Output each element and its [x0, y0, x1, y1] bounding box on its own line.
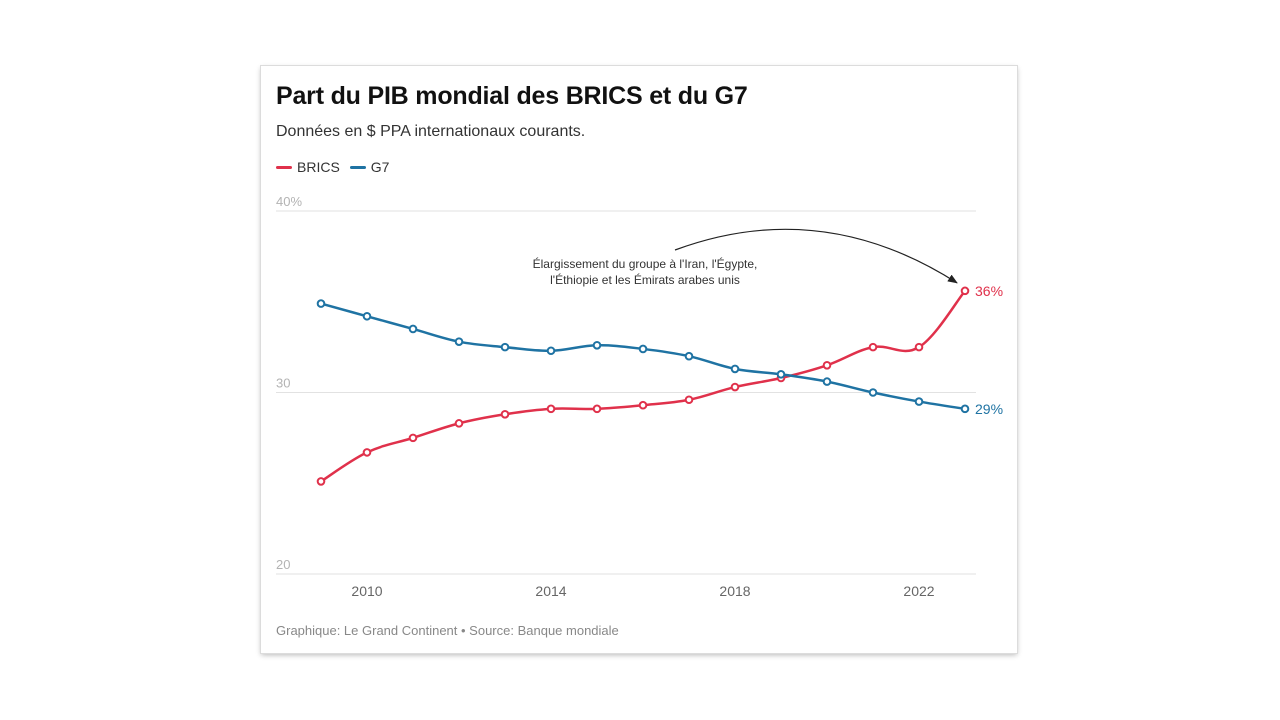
- data-point-g7-2021: [868, 388, 878, 397]
- data-point-g7-2011: [408, 324, 418, 334]
- data-point-brics-2021: [868, 342, 878, 352]
- chart-card: Part du PIB mondial des BRICS et du G7 D…: [261, 66, 1017, 653]
- data-point-g7-2019: [776, 370, 786, 379]
- x-tick-label-2022: 2022: [903, 583, 934, 599]
- legend-label-brics: BRICS: [297, 159, 340, 175]
- data-point-brics-2023: [960, 286, 970, 296]
- line-chart: 20 30 40% 2010 2014 2018 2022 36% 29% Élargisseme…: [276, 194, 1003, 599]
- chart-subtitle: Données en $ PPA internationaux courants…: [276, 123, 586, 140]
- y-tick-label-30: 30: [276, 376, 290, 391]
- x-tick-label-2010: 2010: [351, 583, 382, 599]
- legend-swatch-g7: [349, 165, 366, 169]
- y-tick-label-40: 40%: [276, 194, 302, 209]
- end-label-brics: 36%: [975, 283, 1003, 299]
- legend: BRICS G7: [276, 159, 399, 175]
- data-point-brics-2020: [822, 360, 832, 370]
- x-tick-label-2018: 2018: [719, 583, 750, 599]
- y-tick-label-20: 20: [276, 557, 290, 572]
- chart-title: Part du PIB mondial des BRICS et du G7: [276, 82, 748, 110]
- data-point-g7-2017: [684, 351, 694, 361]
- series-line-brics: [320, 290, 966, 483]
- legend-swatch-brics: [276, 165, 292, 169]
- data-point-brics-2016: [638, 400, 648, 410]
- data-point-brics-2012: [454, 419, 464, 428]
- data-point-brics-2014: [546, 404, 556, 414]
- legend-label-g7: G7: [370, 159, 390, 175]
- legend-item-brics: BRICS: [276, 159, 340, 175]
- series-line-g7: [320, 302, 966, 411]
- data-point-g7-2023: [960, 404, 970, 414]
- annotation-text-line-1: Élargissement du groupe à l'Iran, l'Égyp…: [533, 256, 758, 271]
- x-tick-label-2014: 2014: [535, 583, 566, 599]
- data-point-brics-2018: [730, 382, 740, 392]
- chart-footer: Graphique: Le Grand Continent • Source: …: [276, 623, 619, 638]
- data-point-brics-2015: [592, 404, 602, 414]
- legend-item-g7: G7: [349, 159, 390, 175]
- data-point-g7-2009: [316, 299, 326, 308]
- annotation-arrow: [674, 228, 958, 284]
- end-label-g7: 29%: [975, 401, 1003, 417]
- data-point-g7-2022: [914, 397, 924, 406]
- data-point-g7-2016: [638, 344, 648, 354]
- data-point-brics-2010: [362, 448, 372, 457]
- data-point-g7-2014: [546, 346, 556, 356]
- data-point-brics-2011: [408, 433, 418, 443]
- data-point-brics-2013: [500, 409, 510, 419]
- data-point-brics-2017: [684, 395, 694, 405]
- data-point-g7-2015: [592, 341, 602, 350]
- data-point-brics-2009: [316, 477, 326, 486]
- data-point-g7-2020: [822, 377, 832, 386]
- annotation-text-line-2: l'Éthiopie et les Émirats arabes unis: [550, 272, 740, 287]
- data-point-g7-2018: [730, 364, 740, 374]
- data-point-brics-2022: [914, 342, 924, 352]
- data-point-g7-2012: [454, 337, 464, 346]
- data-point-g7-2010: [362, 311, 372, 321]
- data-point-g7-2013: [500, 342, 510, 352]
